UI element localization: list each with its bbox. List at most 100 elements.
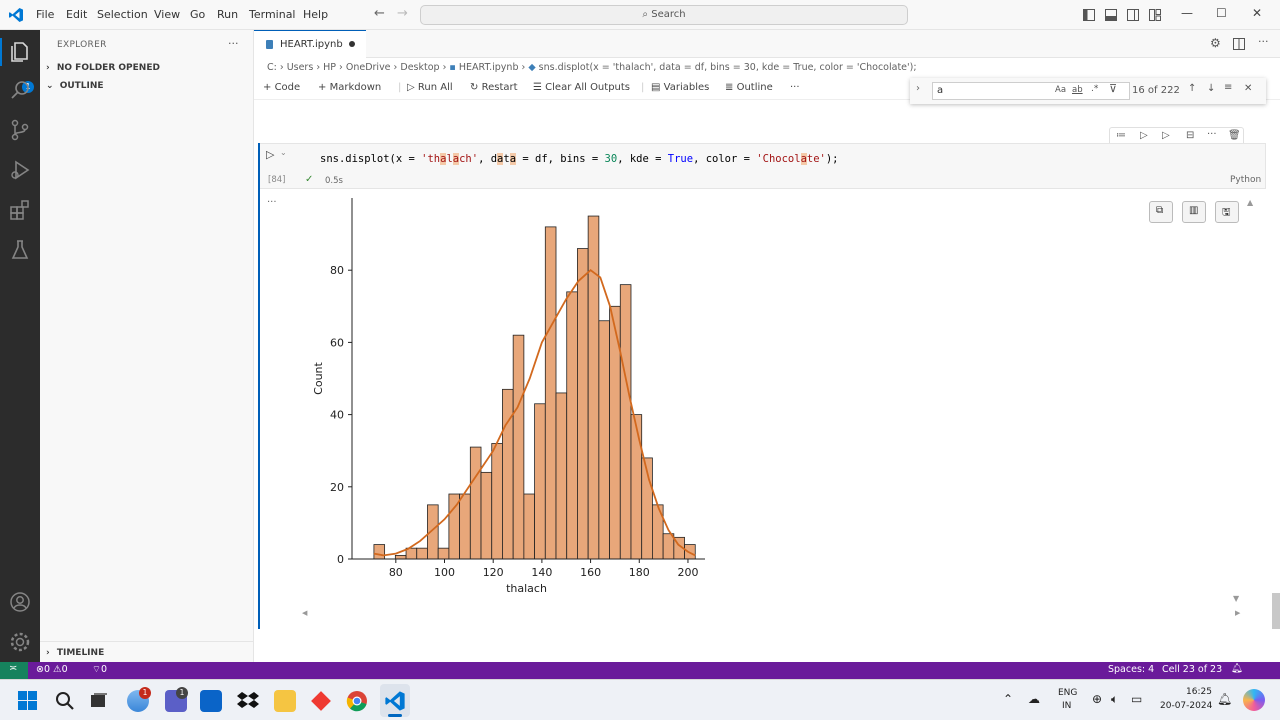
split-editor-icon[interactable] — [1233, 38, 1245, 50]
clear-outputs-button[interactable]: ☰ Clear All Outputs — [533, 82, 630, 93]
source-control-icon[interactable] — [8, 118, 32, 142]
restart-button[interactable]: ↻ Restart — [470, 82, 518, 93]
ports-indicator[interactable]: ⌔0 — [92, 664, 107, 675]
breadcrumb-users[interactable]: Users — [286, 62, 314, 73]
cloud-sync-icon[interactable]: ☁ — [1028, 692, 1040, 706]
menu-selection[interactable]: Selection — [97, 8, 148, 21]
section-outline[interactable]: ⌄ OUTLINE — [46, 81, 104, 91]
toggle-panel-icon[interactable] — [1105, 9, 1117, 21]
next-match-arrow-icon[interactable]: ↓ — [1207, 83, 1216, 94]
minimize-icon[interactable]: — — [1181, 6, 1193, 20]
editor-scrollbar-thumb[interactable] — [1272, 593, 1280, 629]
regex-toggle[interactable]: .* — [1091, 84, 1099, 94]
explorer-icon[interactable] — [8, 40, 32, 64]
accounts-icon[interactable] — [8, 590, 32, 614]
toolbar-more-button[interactable]: ··· — [790, 82, 800, 93]
scroll-up-arrow-icon[interactable]: ▲ — [1247, 198, 1254, 207]
settings-gear-icon[interactable] — [8, 630, 32, 654]
vscode-taskbar-button[interactable] — [380, 684, 410, 717]
menu-edit[interactable]: Edit — [66, 8, 88, 21]
notebook-settings-gear-icon[interactable]: ⚙ — [1210, 36, 1221, 50]
mail-icon[interactable] — [200, 690, 222, 712]
code-cell[interactable]: ▷ ⌄ [84] ✓ 0.5s Python — [258, 143, 1266, 189]
run-all-button[interactable]: ▷ Run All — [407, 82, 453, 93]
cell-language[interactable]: Python — [1230, 175, 1262, 185]
toggle-replace-chevron-icon[interactable]: › — [916, 83, 920, 94]
menu-go[interactable]: Go — [190, 8, 206, 21]
code-line[interactable]: sns.displot(x = 'thalach', data = df, bi… — [320, 153, 839, 165]
explorer-more-button[interactable]: ··· — [228, 37, 239, 50]
maximize-icon[interactable]: ☐ — [1216, 6, 1227, 20]
menu-help[interactable]: Help — [303, 8, 329, 21]
chrome-icon[interactable] — [346, 690, 368, 712]
split-cell-icon[interactable]: ⊟ — [1186, 130, 1195, 141]
problems-indicator[interactable]: ⊗0 ⚠0 — [36, 664, 68, 675]
delete-cell-icon[interactable]: 🗑 — [1228, 130, 1241, 141]
filter-icon[interactable]: ⊽ — [1109, 82, 1118, 95]
execute-above-icon[interactable]: ▷ — [1140, 130, 1148, 141]
add-markdown-button[interactable]: + Markdown — [318, 82, 381, 93]
section-timeline[interactable]: › TIMELINE — [46, 648, 104, 658]
notifications-bell-icon[interactable]: 🔔︎ — [1231, 663, 1244, 674]
scroll-down-arrow-icon[interactable]: ▼ — [1233, 594, 1240, 603]
breadcrumb-cell[interactable]: sns.displot(x = 'thalach', data = df, bi… — [538, 62, 917, 73]
toggle-secondary-sidebar-icon[interactable] — [1127, 9, 1139, 21]
customize-layout-icon[interactable] — [1149, 9, 1161, 21]
menu-view[interactable]: View — [154, 8, 181, 21]
search-icon[interactable] — [8, 78, 32, 102]
execute-dropdown-chevron-icon[interactable]: ⌄ — [280, 148, 287, 157]
close-window-icon[interactable]: ✕ — [1252, 6, 1263, 20]
copy-output-button[interactable]: ⧉ — [1149, 201, 1173, 223]
copilot-icon[interactable] — [1243, 689, 1265, 711]
open-plot-viewer-button[interactable]: ▥ — [1182, 201, 1206, 223]
volume-icon[interactable]: 🔈︎ — [1111, 692, 1119, 706]
file-explorer-icon[interactable] — [274, 690, 296, 712]
forward-arrow-icon[interactable]: → — [397, 6, 408, 21]
remote-indicator[interactable]: ≍ — [0, 662, 28, 679]
testing-icon[interactable] — [8, 238, 32, 262]
cell-position-indicator[interactable]: Cell 23 of 23 — [1162, 664, 1223, 675]
indentation-indicator[interactable]: Spaces: 4 — [1108, 664, 1155, 675]
breadcrumb-desktop[interactable]: Desktop — [400, 62, 440, 73]
tab-heart-ipynb[interactable]: HEART.ipynb — [254, 30, 366, 58]
anydesk-icon[interactable] — [310, 690, 332, 712]
extensions-icon[interactable] — [8, 198, 32, 222]
windows-start-icon[interactable] — [18, 691, 37, 710]
breadcrumb-file[interactable]: HEART.ipynb — [458, 62, 519, 73]
scroll-left-arrow-icon[interactable]: ◀ — [302, 609, 308, 617]
menu-terminal[interactable]: Terminal — [249, 8, 296, 21]
breadcrumb-onedrive[interactable]: OneDrive — [345, 62, 391, 73]
battery-icon[interactable]: ▭ — [1131, 692, 1143, 706]
cell-more-icon[interactable]: ··· — [1207, 129, 1217, 140]
previous-match-arrow-icon[interactable]: ↑ — [1188, 83, 1197, 94]
clock-time[interactable]: 16:25 — [1186, 687, 1212, 697]
find-in-selection-icon[interactable]: ≡ — [1224, 82, 1233, 93]
execute-below-icon[interactable]: ▷ — [1162, 130, 1170, 141]
menu-run[interactable]: Run — [217, 8, 239, 21]
close-find-icon[interactable]: ✕ — [1244, 83, 1253, 94]
task-view-icon[interactable] — [90, 692, 108, 710]
dropbox-icon[interactable] — [237, 691, 259, 711]
clock-date[interactable]: 20-07-2024 — [1160, 701, 1213, 711]
breadcrumb-drive[interactable]: C: — [267, 62, 277, 73]
toggle-primary-sidebar-icon[interactable] — [1083, 9, 1095, 21]
section-no-folder[interactable]: › NO FOLDER OPENED — [46, 63, 160, 73]
find-input[interactable]: a — [932, 82, 1130, 100]
whole-word-toggle[interactable]: ab — [1072, 85, 1083, 95]
unsaved-dot-icon[interactable] — [349, 41, 355, 47]
network-globe-icon[interactable]: ⊕ — [1092, 692, 1103, 706]
add-code-button[interactable]: + Code — [263, 82, 300, 93]
run-cell-button[interactable]: ▷ — [266, 148, 275, 161]
show-hidden-icons-chevron-icon[interactable]: ⌃ — [1003, 692, 1014, 706]
taskbar-search-icon[interactable] — [55, 691, 75, 711]
outline-button[interactable]: ≣ Outline — [725, 82, 773, 93]
match-case-toggle[interactable]: Aa — [1055, 85, 1067, 95]
editor-more-button[interactable]: ··· — [1258, 35, 1269, 48]
save-output-button[interactable]: 🖫 — [1215, 201, 1239, 223]
language-indicator[interactable]: ENG — [1058, 688, 1078, 698]
output-more-button[interactable]: ··· — [267, 197, 277, 208]
command-search-box[interactable]: ⌕ Search — [420, 5, 908, 25]
run-by-line-icon[interactable]: ≔ — [1116, 130, 1126, 141]
run-debug-icon[interactable] — [8, 158, 32, 182]
back-arrow-icon[interactable]: ← — [374, 6, 385, 21]
